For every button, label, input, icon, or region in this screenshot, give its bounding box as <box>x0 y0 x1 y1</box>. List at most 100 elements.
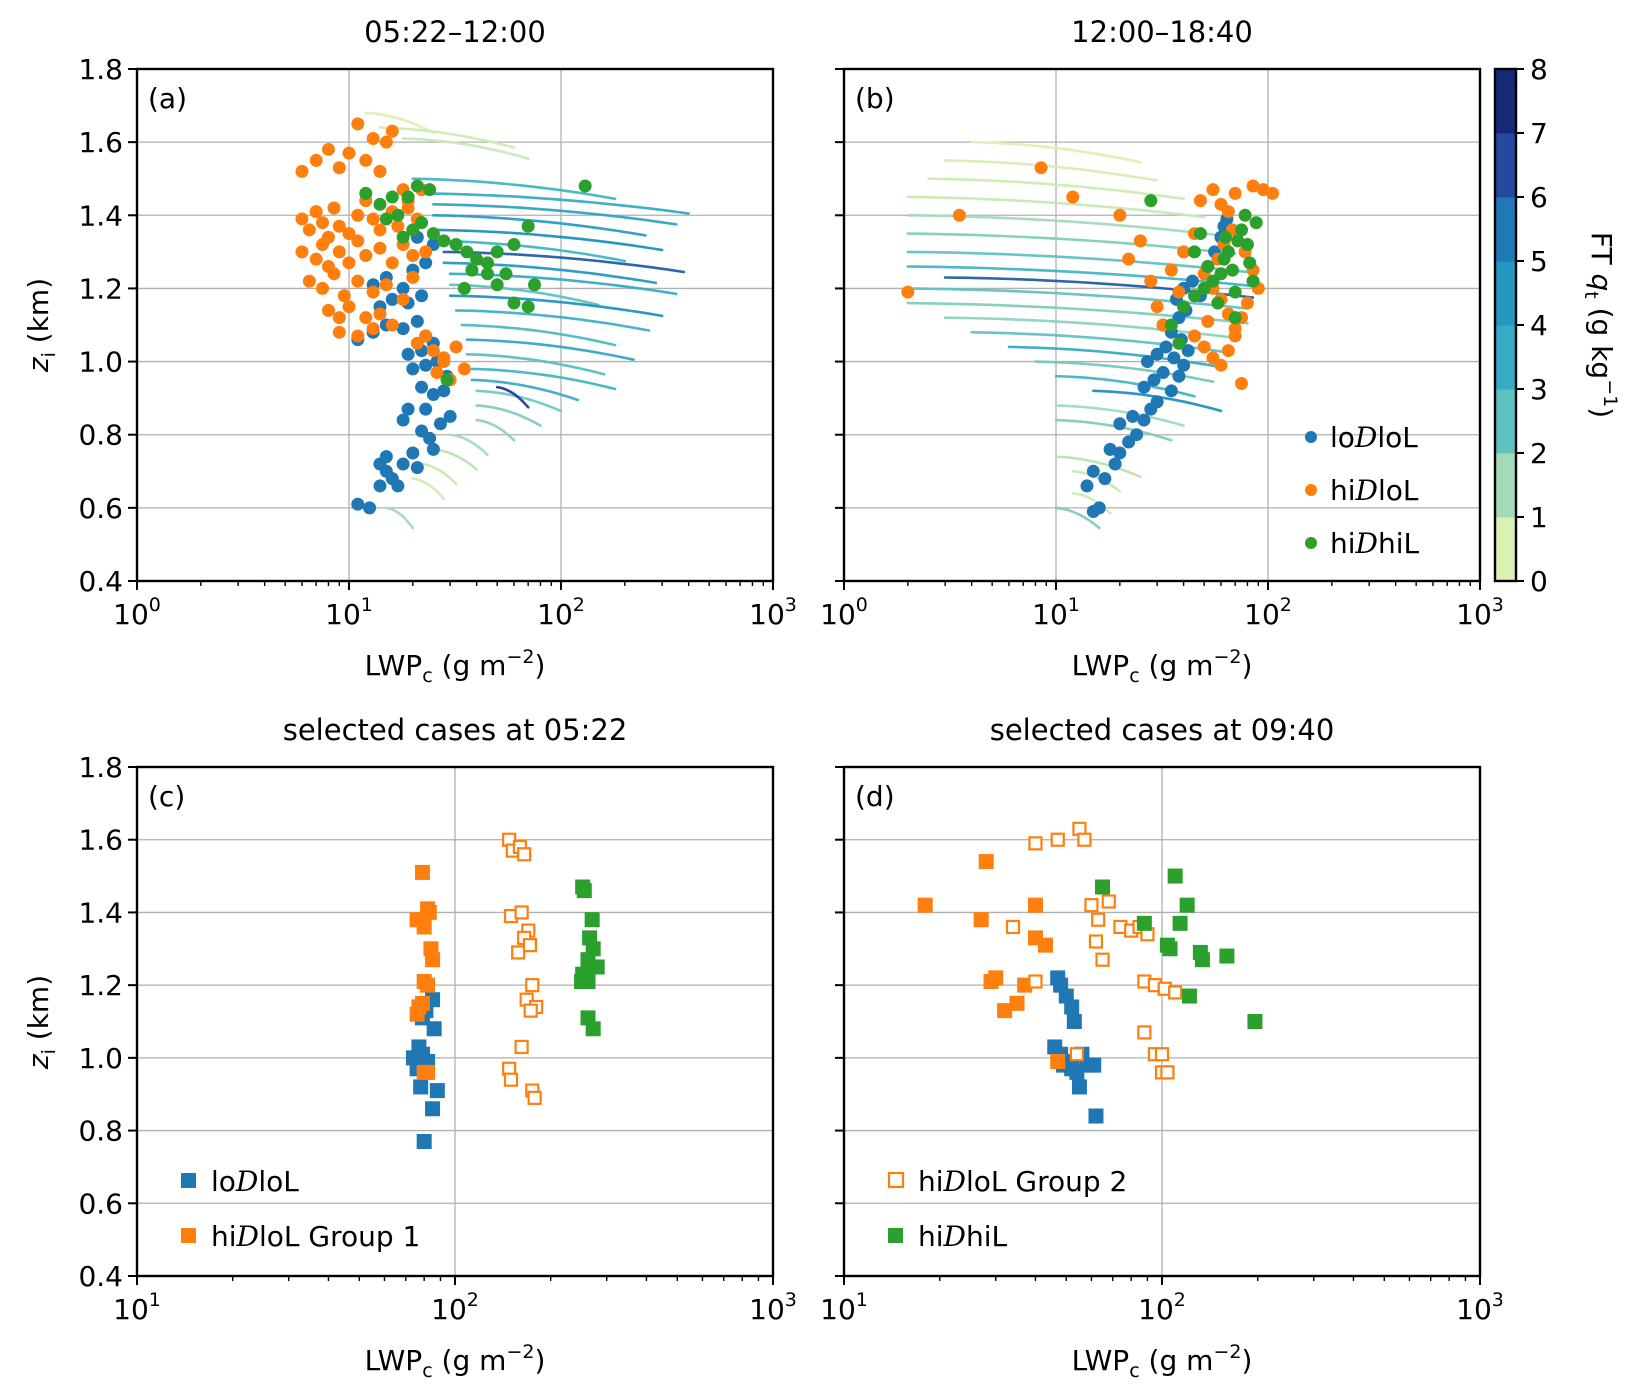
data-point <box>1221 205 1235 219</box>
x-tick-label: 103 <box>1456 594 1504 631</box>
data-point <box>1181 344 1195 358</box>
data-point <box>574 974 590 990</box>
x-tick-label: 102 <box>537 594 585 631</box>
data-point <box>1095 952 1110 967</box>
data-point <box>1156 366 1170 380</box>
data-point <box>1185 274 1199 288</box>
data-point <box>373 223 387 237</box>
panel-d-ticks: 101 102 103 <box>820 766 1504 1326</box>
y-tick-label: 0.6 <box>78 492 123 525</box>
panel-a-letter: (a) <box>148 82 187 115</box>
data-point <box>1221 344 1235 358</box>
data-point <box>379 135 393 149</box>
data-point <box>1177 358 1191 372</box>
data-point <box>342 227 356 241</box>
colorbar-band <box>1495 197 1516 262</box>
data-point <box>425 952 441 968</box>
data-point <box>342 256 356 270</box>
x-tick-label: 101 <box>1032 594 1080 631</box>
data-point <box>379 450 393 464</box>
data-point <box>1154 1047 1170 1062</box>
data-point <box>342 300 356 314</box>
legend-d-hh-label: hiDhiL <box>918 1220 1008 1253</box>
data-point <box>1084 898 1099 913</box>
data-point <box>410 336 424 350</box>
panel-b-title: 12:00–18:40 <box>1071 15 1253 49</box>
data-point <box>1187 329 1201 343</box>
data-point <box>426 227 440 241</box>
colorbar-tick-label: 8 <box>1530 53 1548 86</box>
data-point <box>1243 256 1257 270</box>
data-point <box>1197 340 1211 354</box>
data-point <box>309 252 323 266</box>
panel-b-ticks: 100 101 102 103 <box>820 68 1504 631</box>
data-point <box>523 1003 538 1018</box>
data-point <box>327 267 341 281</box>
data-point <box>413 1079 429 1095</box>
data-point <box>1249 216 1263 230</box>
data-point <box>415 216 429 230</box>
data-point <box>1050 1053 1066 1069</box>
panel-c-points <box>405 832 605 1149</box>
data-point <box>415 380 429 394</box>
data-point <box>514 905 529 920</box>
data-point <box>351 117 365 131</box>
data-point <box>359 153 373 167</box>
data-point <box>1193 194 1207 208</box>
data-point <box>416 919 432 935</box>
data-point <box>1113 208 1127 222</box>
data-point <box>1172 285 1186 299</box>
data-point <box>419 358 433 372</box>
data-point <box>411 1039 427 1055</box>
y-tick-label: 1.8 <box>78 751 123 784</box>
trajectory-line <box>465 353 606 376</box>
data-point <box>1091 912 1106 927</box>
trajectory-line <box>432 214 647 237</box>
data-point <box>460 245 474 259</box>
data-point <box>430 366 444 380</box>
legend-c-g1-marker <box>181 1228 196 1243</box>
data-point <box>419 245 433 259</box>
data-point <box>1238 208 1252 222</box>
x-tick-label: 102 <box>431 1289 479 1326</box>
data-point <box>1265 186 1279 200</box>
panel-d-letter: (d) <box>855 780 895 813</box>
data-point <box>1009 995 1025 1011</box>
data-point <box>1159 340 1173 354</box>
colorbar-band <box>1495 389 1516 454</box>
trajectory-line <box>454 309 651 332</box>
data-point <box>1098 472 1112 486</box>
data-point <box>584 912 600 928</box>
data-point <box>1177 300 1191 314</box>
data-point <box>337 289 351 303</box>
data-point <box>1150 395 1164 409</box>
data-point <box>1126 409 1140 423</box>
panel-c-ticks: 0.4 0.6 0.8 1.0 1.2 1.4 1.6 1.8 101 102 103 <box>78 751 796 1326</box>
data-point <box>373 307 387 321</box>
colorbar-ticks: 0 1 2 3 4 5 6 7 8 <box>1516 53 1548 598</box>
data-point <box>351 274 365 288</box>
y-tick-label: 0.4 <box>78 565 123 598</box>
data-point <box>1197 281 1211 295</box>
data-point <box>1228 186 1242 200</box>
colorbar-band <box>1495 261 1516 326</box>
data-point <box>414 864 430 880</box>
data-point <box>528 278 542 292</box>
data-point <box>332 325 346 339</box>
data-point <box>1211 296 1225 310</box>
data-point <box>401 190 415 204</box>
trajectory-line <box>448 433 489 457</box>
data-point <box>426 387 440 401</box>
data-point <box>385 292 399 306</box>
trajectory-line <box>1054 455 1142 479</box>
data-point <box>332 311 346 325</box>
trajectory-line <box>420 192 690 215</box>
trajectory-line <box>1054 418 1173 442</box>
data-point <box>1172 915 1188 931</box>
panel-d: selected cases at 09:40 101 102 103 (d) LW… <box>820 713 1504 1382</box>
data-point <box>426 344 440 358</box>
data-point <box>1095 879 1111 895</box>
trajectory-line <box>442 250 686 274</box>
y-tick-label: 0.8 <box>78 419 123 452</box>
panel-a-frame <box>135 67 775 583</box>
